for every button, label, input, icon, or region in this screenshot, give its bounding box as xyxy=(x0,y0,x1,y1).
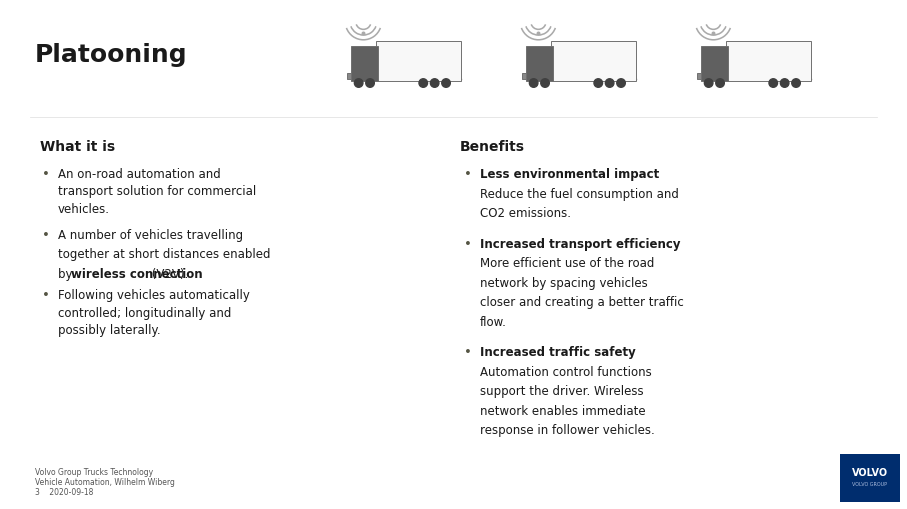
Text: Reduce the fuel consumption and: Reduce the fuel consumption and xyxy=(480,187,678,200)
Text: Increased traffic safety: Increased traffic safety xyxy=(480,346,636,358)
Circle shape xyxy=(431,79,439,88)
Circle shape xyxy=(442,79,450,88)
Text: support the driver. Wireless: support the driver. Wireless xyxy=(480,385,644,398)
Text: An on-road automation and
transport solution for commercial
vehicles.: An on-road automation and transport solu… xyxy=(58,167,257,216)
Text: 3    2020-09-18: 3 2020-09-18 xyxy=(35,487,93,496)
Text: Platooning: Platooning xyxy=(35,43,188,67)
Text: Following vehicles automatically
controlled; longitudinally and
possibly lateral: Following vehicles automatically control… xyxy=(58,289,249,337)
Text: •: • xyxy=(464,167,472,181)
Text: Automation control functions: Automation control functions xyxy=(480,365,652,378)
Text: Volvo Group Trucks Technology: Volvo Group Trucks Technology xyxy=(35,467,153,476)
Text: Increased transport efficiency: Increased transport efficiency xyxy=(480,237,680,250)
Circle shape xyxy=(716,79,725,88)
FancyBboxPatch shape xyxy=(697,74,701,79)
Text: •: • xyxy=(464,237,472,250)
Text: •: • xyxy=(42,167,50,181)
Circle shape xyxy=(605,79,614,88)
Text: Vehicle Automation, Wilhelm Wiberg: Vehicle Automation, Wilhelm Wiberg xyxy=(35,477,175,486)
Circle shape xyxy=(419,79,427,88)
Circle shape xyxy=(530,79,538,88)
Text: VOLVO GROUP: VOLVO GROUP xyxy=(853,481,888,486)
Text: flow.: flow. xyxy=(480,315,507,328)
Text: What it is: What it is xyxy=(40,140,115,154)
Text: closer and creating a better traffic: closer and creating a better traffic xyxy=(480,296,684,308)
FancyBboxPatch shape xyxy=(522,74,526,79)
Text: •: • xyxy=(42,289,50,302)
FancyBboxPatch shape xyxy=(351,47,377,81)
FancyBboxPatch shape xyxy=(726,42,811,81)
Text: Benefits: Benefits xyxy=(460,140,525,154)
Circle shape xyxy=(355,79,363,88)
Circle shape xyxy=(594,79,602,88)
Circle shape xyxy=(617,79,625,88)
Text: (V2V).: (V2V). xyxy=(148,267,188,280)
Circle shape xyxy=(541,79,550,88)
Text: More efficient use of the road: More efficient use of the road xyxy=(480,257,654,270)
Circle shape xyxy=(769,79,777,88)
Text: Less environmental impact: Less environmental impact xyxy=(480,167,659,181)
FancyBboxPatch shape xyxy=(551,42,636,81)
Text: CO2 emissions.: CO2 emissions. xyxy=(480,207,571,220)
Text: VOLVO: VOLVO xyxy=(852,467,888,477)
Text: network by spacing vehicles: network by spacing vehicles xyxy=(480,276,648,289)
FancyBboxPatch shape xyxy=(840,454,900,502)
Text: wireless connection: wireless connection xyxy=(71,267,203,280)
Circle shape xyxy=(366,79,375,88)
Text: network enables immediate: network enables immediate xyxy=(480,404,646,417)
FancyBboxPatch shape xyxy=(701,47,727,81)
Text: by: by xyxy=(58,267,76,280)
Circle shape xyxy=(780,79,789,88)
Text: •: • xyxy=(464,346,472,358)
Text: A number of vehicles travelling: A number of vehicles travelling xyxy=(58,229,243,241)
Text: response in follower vehicles.: response in follower vehicles. xyxy=(480,423,655,437)
Text: together at short distances enabled: together at short distances enabled xyxy=(58,248,270,261)
Text: •: • xyxy=(42,229,50,241)
FancyBboxPatch shape xyxy=(526,47,552,81)
FancyBboxPatch shape xyxy=(347,74,351,79)
FancyBboxPatch shape xyxy=(375,42,462,81)
Circle shape xyxy=(705,79,713,88)
Circle shape xyxy=(792,79,800,88)
